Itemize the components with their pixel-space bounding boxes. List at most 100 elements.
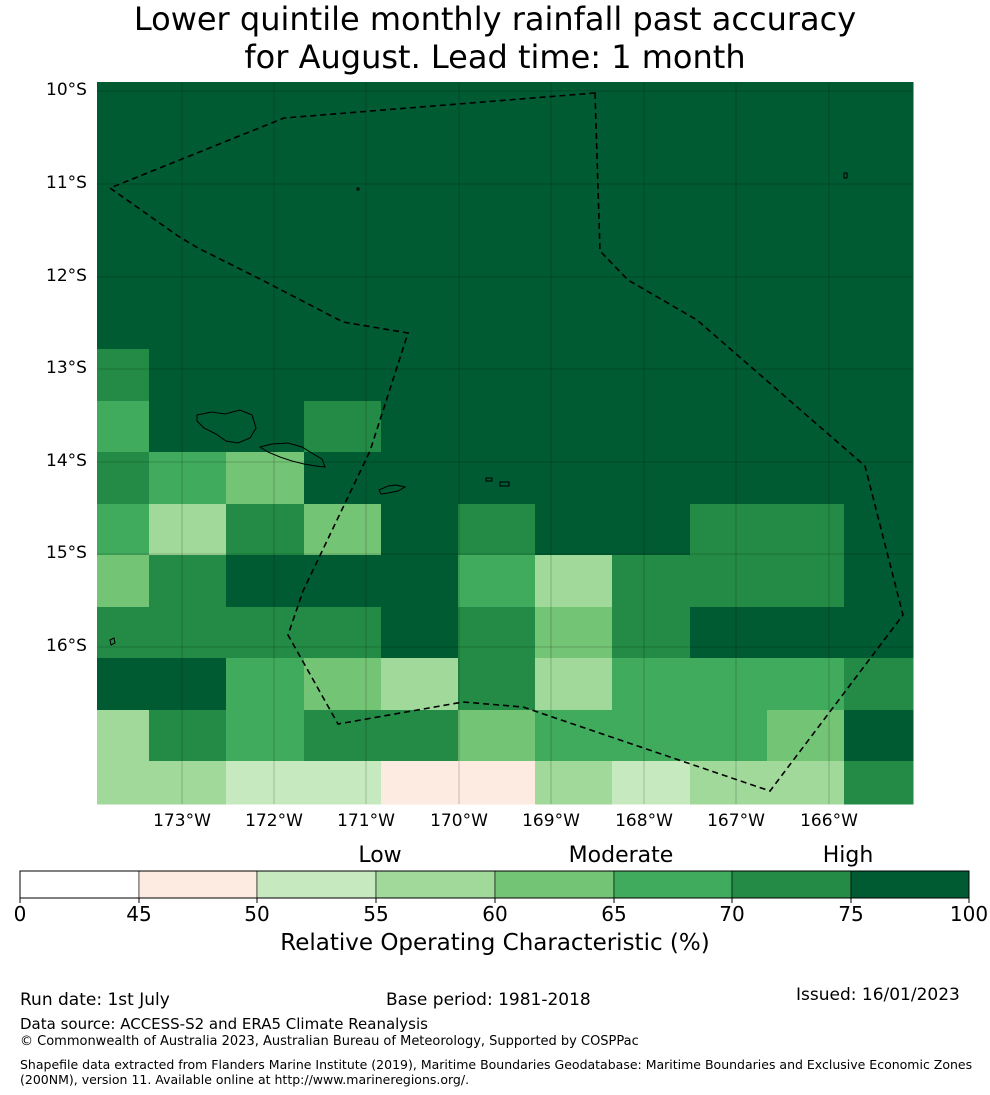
grid-cell xyxy=(304,607,382,659)
grid-cell xyxy=(97,349,150,402)
grid-cell xyxy=(226,607,305,659)
grid-cell xyxy=(535,607,613,659)
category-label-low: Low xyxy=(358,843,402,868)
grid-cell xyxy=(97,401,150,453)
grid-cell xyxy=(612,452,691,505)
grid-cell xyxy=(690,82,768,135)
grid-cell xyxy=(304,134,382,187)
grid-cell xyxy=(381,186,459,239)
grid-cell xyxy=(690,401,768,453)
grid-cell xyxy=(612,504,691,556)
colorbar-segment xyxy=(494,870,615,899)
grid-cell xyxy=(612,607,691,659)
grid-cell xyxy=(304,186,382,239)
grid-cell xyxy=(381,82,459,135)
copyright-notice: © Commonwealth of Australia 2023, Austra… xyxy=(20,1034,639,1049)
grid-cell xyxy=(690,658,768,711)
grid-cell xyxy=(690,761,768,805)
grid-cell xyxy=(226,555,305,608)
grid-cell xyxy=(612,186,691,239)
grid-cell xyxy=(844,504,914,556)
grid-cell xyxy=(844,761,914,805)
grid-cell xyxy=(226,504,305,556)
grid-cell xyxy=(535,761,613,805)
grid-cell xyxy=(690,238,768,291)
category-label-moderate: Moderate xyxy=(568,843,674,868)
grid-cell xyxy=(458,349,536,402)
grid-cell xyxy=(767,504,845,556)
lon-label: 170°W xyxy=(430,811,488,831)
data-source: Data source: ACCESS-S2 and ERA5 Climate … xyxy=(20,1015,428,1033)
grid-cell xyxy=(149,134,227,187)
grid-cell xyxy=(149,607,227,659)
grid-cell xyxy=(844,710,914,762)
grid-cell xyxy=(458,186,536,239)
island-manua xyxy=(485,477,510,487)
colorbar-tick: 50 xyxy=(244,902,270,926)
grid-cell xyxy=(381,761,459,805)
grid-cell xyxy=(226,290,305,350)
grid-cell xyxy=(458,658,536,711)
grid-cell xyxy=(458,238,536,291)
grid-cell xyxy=(844,658,914,711)
grid-cell xyxy=(304,504,382,556)
grid-cell xyxy=(304,349,382,402)
grid-cell xyxy=(381,238,459,291)
grid-cell xyxy=(97,710,150,762)
colorbar-segment xyxy=(138,870,258,899)
grid-cell xyxy=(226,82,305,135)
map-title-line2: for August. Lead time: 1 month xyxy=(244,38,746,76)
grid-cell xyxy=(612,349,691,402)
grid-cell xyxy=(381,504,459,556)
map-title: Lower quintile monthly rainfall past acc… xyxy=(0,0,990,76)
colorbar-segment xyxy=(850,870,970,899)
lat-label: 16°S xyxy=(46,636,87,656)
grid-cell xyxy=(458,134,536,187)
grid-cell xyxy=(767,186,845,239)
grid-cell xyxy=(149,658,227,711)
grid-cell xyxy=(535,710,613,762)
grid-cell xyxy=(535,452,613,505)
grid-cell xyxy=(97,761,150,805)
grid-cell xyxy=(381,710,459,762)
grid-cell xyxy=(767,555,845,608)
grid-cell xyxy=(149,82,227,135)
grid-cell xyxy=(767,401,845,453)
grid-cell xyxy=(690,349,768,402)
colorbar-tick: 100 xyxy=(949,902,989,926)
rainfall-grid xyxy=(97,82,914,805)
grid-cell xyxy=(226,710,305,762)
grid-cell xyxy=(690,186,768,239)
run-date: Run date: 1st July xyxy=(20,990,170,1010)
colorbar-segment xyxy=(613,870,733,899)
grid-cell xyxy=(381,401,459,453)
lon-label: 168°W xyxy=(615,811,673,831)
grid-cell xyxy=(97,555,150,608)
grid-cell xyxy=(535,401,613,453)
lon-label: 167°W xyxy=(707,811,765,831)
island-outlines xyxy=(109,172,848,646)
grid-cell xyxy=(767,349,845,402)
grid-cell xyxy=(149,186,227,239)
grid-cell xyxy=(97,290,150,350)
grid-cell xyxy=(149,452,227,505)
grid-cell xyxy=(226,761,305,805)
grid-cell xyxy=(458,607,536,659)
grid-cell xyxy=(304,82,382,135)
colorbar-tick: 65 xyxy=(601,902,627,926)
grid-cell xyxy=(844,186,914,239)
lat-label: 15°S xyxy=(46,543,87,563)
issued-date: Issued: 16/01/2023 xyxy=(796,985,960,1005)
grid-cell xyxy=(149,290,227,350)
grid-cell xyxy=(149,761,227,805)
grid-cell xyxy=(535,658,613,711)
grid-cell xyxy=(304,290,382,350)
lat-label: 11°S xyxy=(46,173,87,193)
grid-cell xyxy=(690,290,768,350)
lat-label: 14°S xyxy=(46,451,87,471)
grid-cell xyxy=(535,186,613,239)
grid-cell xyxy=(612,134,691,187)
grid-cell xyxy=(458,82,536,135)
islet xyxy=(843,172,848,179)
